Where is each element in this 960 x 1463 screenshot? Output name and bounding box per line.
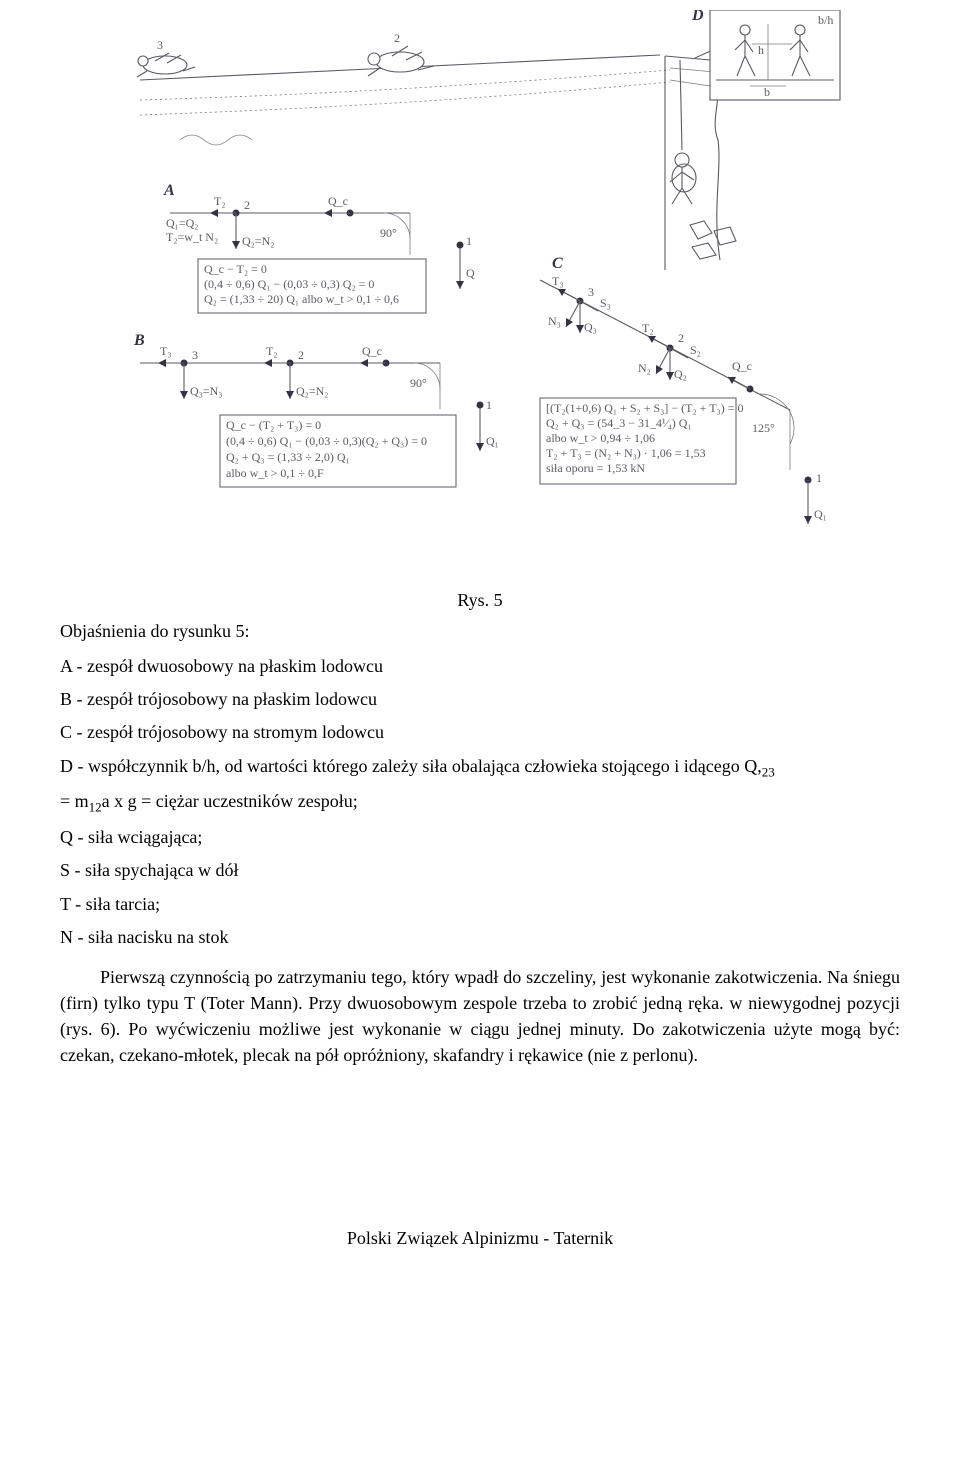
svg-text:Q₂: Q₂: [674, 367, 687, 381]
explain-line-d: D - współczynnik b/h, od wartości któreg…: [60, 754, 900, 782]
explain-line-s: S - siła spychająca w dół: [60, 858, 900, 883]
svg-text:Q_c − (T₂ + T₃) = 0: Q_c − (T₂ + T₃) = 0: [226, 418, 321, 432]
panel-c: C 3 2 T₃ S₃ N₃ Q₃: [540, 255, 827, 524]
explain-sub-12: 12: [89, 800, 102, 815]
explain-sub-23: 23: [762, 764, 775, 779]
svg-text:T₃: T₃: [552, 274, 564, 288]
svg-text:(0,4 ÷ 0,6) Q₁ − (0,03 ÷ 0,3): (0,4 ÷ 0,6) Q₁ − (0,03 ÷ 0,3) Q₂ = 0: [204, 277, 374, 291]
svg-text:Q_c: Q_c: [328, 194, 348, 208]
svg-text:3: 3: [157, 38, 163, 52]
svg-text:Q: Q: [466, 266, 475, 280]
explain-line-c: C - zespół trójosobowy na stromym lodowc…: [60, 720, 900, 745]
page-footer: Polski Związek Alpinizmu - Taternik: [60, 1228, 900, 1249]
svg-text:Q₁=Q₂: Q₁=Q₂: [166, 216, 198, 230]
svg-text:D: D: [691, 10, 704, 24]
explain-line-t: T - siła tarcia;: [60, 892, 900, 917]
svg-text:3: 3: [192, 348, 198, 362]
svg-text:Q₂ + Q₃ = (1,33 ÷ 2,0) Q₁: Q₂ + Q₃ = (1,33 ÷ 2,0) Q₁: [226, 450, 350, 464]
svg-text:S₂: S₂: [690, 343, 701, 357]
svg-text:N₂: N₂: [638, 361, 651, 375]
svg-text:125°: 125°: [752, 421, 775, 435]
body-paragraph-text: Pierwszą czynnością po zatrzymaniu tego,…: [60, 967, 900, 1065]
figure-5-diagram: 3 2 1: [110, 10, 850, 570]
panel-d: D b/h h b: [691, 10, 840, 100]
svg-text:Q_c: Q_c: [732, 359, 752, 373]
svg-text:T₂: T₂: [214, 194, 226, 208]
svg-text:A: A: [163, 182, 175, 199]
svg-text:C: C: [552, 255, 563, 272]
svg-text:Q₂=N₂: Q₂=N₂: [242, 234, 274, 248]
svg-text:1: 1: [486, 398, 492, 412]
svg-text:2: 2: [394, 31, 400, 45]
body-paragraph: Pierwszą czynnością po zatrzymaniu tego,…: [60, 964, 900, 1068]
explain-line-n: N - siła nacisku na stok: [60, 925, 900, 950]
figure-caption: Rys. 5: [60, 590, 900, 611]
svg-text:Q₃: Q₃: [584, 320, 597, 334]
svg-text:h: h: [758, 43, 764, 57]
svg-text:N₃: N₃: [548, 314, 561, 328]
explanation-title: Objaśnienia do rysunku 5:: [60, 621, 900, 642]
svg-text:T₂: T₂: [266, 344, 278, 358]
explain-line-b: B - zespół trójosobowy na płaskim lodowc…: [60, 687, 900, 712]
svg-text:[(T₂(1+0,6) Q₁ + S₂ + S₃] − (T: [(T₂(1+0,6) Q₁ + S₂ + S₃] − (T₂ + T₃) = …: [546, 401, 743, 415]
svg-text:Q_c: Q_c: [362, 344, 382, 358]
svg-text:Q₁: Q₁: [486, 434, 499, 448]
panel-b: B 3 2 T₃ T₂ Q_c Q₃=N₃ Q₂=N₂: [133, 332, 499, 487]
explain-line-q: Q - siła wciągająca;: [60, 825, 900, 850]
svg-text:Q₂ = (1,33 ÷ 20) Q₁ albo w_t: Q₂ = (1,33 ÷ 20) Q₁ albo w_t > 0,1 ÷ 0,6: [204, 292, 399, 306]
explain-line-d-text: D - współczynnik b/h, od wartości któreg…: [60, 756, 762, 776]
svg-text:siła oporu = 1,53 kN: siła oporu = 1,53 kN: [546, 461, 645, 475]
svg-text:Q₂=N₂: Q₂=N₂: [296, 384, 328, 398]
svg-text:2: 2: [678, 331, 684, 345]
svg-text:B: B: [133, 332, 145, 349]
svg-text:albo w_t > 0,94 ÷ 1,06: albo w_t > 0,94 ÷ 1,06: [546, 431, 655, 445]
svg-text:3: 3: [588, 285, 594, 299]
explain-line-m: = m12a x g = ciężar uczestników zespołu;: [60, 789, 900, 817]
explain-line-m-pre: = m: [60, 791, 89, 811]
svg-text:T₂: T₂: [642, 321, 654, 335]
explain-line-m-tail: a x g = ciężar uczestników zespołu;: [102, 791, 358, 811]
svg-text:(0,4 ÷ 0,6) Q₁ − (0,03 ÷ 0,3)(: (0,4 ÷ 0,6) Q₁ − (0,03 ÷ 0,3)(Q₂ + Q₃) =…: [226, 434, 427, 448]
svg-text:b/h: b/h: [818, 13, 833, 27]
svg-text:1: 1: [466, 234, 472, 248]
svg-text:T₂ + T₃ = (N₂ + N₃) · 1,06 = 1: T₂ + T₃ = (N₂ + N₃) · 1,06 = 1,53: [546, 446, 706, 460]
svg-text:2: 2: [244, 198, 250, 212]
svg-text:T₂=w_t N₂: T₂=w_t N₂: [166, 230, 218, 244]
svg-text:T₃: T₃: [160, 344, 172, 358]
svg-text:Q₂ + Q₃ = (54_3 − 31_4¹⁄₄) Q₁: Q₂ + Q₃ = (54_3 − 31_4¹⁄₄) Q₁: [546, 416, 692, 430]
svg-text:Q₁: Q₁: [814, 507, 827, 521]
svg-text:Q_c − T₂ = 0: Q_c − T₂ = 0: [204, 262, 267, 276]
svg-text:90°: 90°: [380, 226, 397, 240]
svg-text:Q₃=N₃: Q₃=N₃: [190, 384, 222, 398]
svg-text:2: 2: [298, 348, 304, 362]
svg-text:S₃: S₃: [600, 296, 611, 310]
panel-a: A 2 Q₁=Q₂ T₂=w_t N₂ T₂ Q_c Q₂=N₂: [163, 182, 475, 313]
svg-text:1: 1: [816, 471, 822, 485]
svg-text:b: b: [764, 85, 770, 99]
svg-text:albo w_t > 0,1 ÷ 0,F: albo w_t > 0,1 ÷ 0,F: [226, 466, 324, 480]
top-scene: 3 2 1: [137, 29, 738, 270]
svg-text:90°: 90°: [410, 376, 427, 390]
explain-line-a: A - zespół dwuosobowy na płaskim lodowcu: [60, 654, 900, 679]
